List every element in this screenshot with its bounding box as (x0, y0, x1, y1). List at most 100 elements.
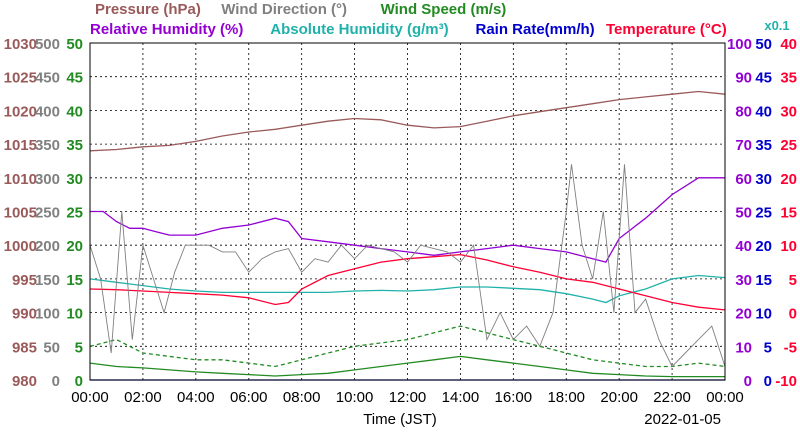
pressure-tick-label: 1015 (4, 137, 37, 154)
rain_rate-tick-label: 5 (764, 339, 772, 356)
wind_direction-tick-label: 50 (43, 339, 60, 356)
pressure-tick-label: 990 (12, 306, 37, 323)
wind_direction-tick-label: 0 (52, 373, 60, 390)
relative_humidity-tick-label: 50 (735, 205, 752, 222)
wind_direction-tick-label: 400 (35, 103, 60, 120)
x-tick-label: 12:00 (389, 389, 427, 406)
temperature-tick-label: -5 (784, 339, 797, 356)
temperature-tick-label: 20 (780, 171, 797, 188)
wind_direction-tick-label: 300 (35, 171, 60, 188)
temperature-tick-label: 0 (789, 306, 797, 323)
x-tick-label: 16:00 (495, 389, 533, 406)
relative_humidity-tick-label: 10 (735, 339, 752, 356)
right-axes: 1009080706050403020100504540353025201510… (727, 36, 797, 390)
pressure-tick-label: 1025 (4, 70, 37, 87)
wind_speed-tick-label: 30 (66, 171, 83, 188)
title-row2-item-1: Absolute Humidity (g/m³) (270, 21, 448, 38)
rain_rate-tick-label: 15 (755, 272, 772, 289)
x-tick-label: 10:00 (336, 389, 374, 406)
x-axis: 00:00 02:00 04:00 06:00 08:00 10:00 12:00 14:00… (71, 389, 744, 428)
series-3 (89, 253, 726, 311)
wind_speed-tick-label: 45 (66, 70, 83, 87)
series-4 (89, 355, 725, 378)
rain_rate-tick-label: 20 (755, 238, 772, 255)
pressure-tick-label: 1020 (4, 103, 37, 120)
pressure-tick-label: 1005 (4, 205, 37, 222)
temperature-tick-label: 25 (780, 137, 797, 154)
temperature-tick-label: 5 (789, 272, 797, 289)
pressure-tick-label: 1000 (4, 238, 37, 255)
left-axes: 1030102510201015101010051000995990985980… (4, 36, 83, 390)
x-tick-label: 20:00 (600, 389, 638, 406)
title-row1-item-2: Wind Speed (m/s) (381, 1, 507, 18)
relative_humidity-tick-label: 0 (744, 373, 752, 390)
temperature-tick-label: 30 (780, 103, 797, 120)
rain_rate-tick-label: 25 (755, 205, 772, 222)
pressure-tick-label: 995 (12, 272, 37, 289)
rain_rate-tick-label: 50 (755, 36, 772, 53)
x-tick-label: 08:00 (283, 389, 321, 406)
relative_humidity-tick-label: 20 (735, 306, 752, 323)
x-tick-label: 02:00 (124, 389, 162, 406)
x-tick-label: 06:00 (230, 389, 268, 406)
temperature-tick-label: 35 (780, 70, 797, 87)
x-tick-label: 00:00 (706, 389, 744, 406)
wind_direction-tick-label: 350 (35, 137, 60, 154)
relative_humidity-tick-label: 90 (735, 70, 752, 87)
multiplier-label: x0.1 (764, 18, 789, 33)
x-tick-label: 00:00 (71, 389, 109, 406)
wind_speed-tick-label: 50 (66, 36, 83, 53)
wind_speed-tick-label: 35 (66, 137, 83, 154)
wind_direction-tick-label: 450 (35, 70, 60, 87)
wind_speed-tick-label: 20 (66, 238, 83, 255)
rain_rate-tick-label: 10 (755, 306, 772, 323)
wind_direction-tick-label: 250 (35, 205, 60, 222)
x-tick-label: 22:00 (653, 389, 691, 406)
title-row1-item-1: Wind Direction (°) (221, 1, 347, 18)
x-tick-label: 04:00 (177, 389, 215, 406)
wind_speed-tick-label: 25 (66, 205, 83, 222)
pressure-tick-label: 980 (12, 373, 37, 390)
pressure-tick-label: 1010 (4, 171, 37, 188)
title-row2-item-3: Temperature (°C) (606, 21, 727, 38)
relative_humidity-tick-label: 70 (735, 137, 752, 154)
relative_humidity-tick-label: 80 (735, 103, 752, 120)
x-tick-label: 14:00 (442, 389, 480, 406)
chart-titles: Pressure (hPa) Wind Direction (°) Wind Spe… (90, 1, 790, 38)
relative_humidity-tick-label: 30 (735, 272, 752, 289)
wind_direction-tick-label: 100 (35, 306, 60, 323)
temperature-tick-label: -10 (775, 373, 797, 390)
pressure-tick-label: 985 (12, 339, 37, 356)
temperature-tick-label: 15 (780, 205, 797, 222)
rain_rate-tick-label: 0 (764, 373, 772, 390)
date-label: 2022-01-05 (644, 411, 721, 428)
wind_speed-tick-label: 40 (66, 103, 83, 120)
plot-frame (89, 42, 726, 381)
pressure-tick-label: 1030 (4, 36, 37, 53)
grid (90, 43, 725, 380)
relative_humidity-tick-label: 100 (727, 36, 752, 53)
wind_direction-tick-label: 150 (35, 272, 60, 289)
temperature-tick-label: 10 (780, 238, 797, 255)
relative_humidity-tick-label: 60 (735, 171, 752, 188)
wind_direction-tick-label: 500 (35, 36, 60, 53)
title-row1-item-0: Pressure (hPa) (95, 1, 201, 18)
series-5 (89, 325, 726, 368)
series-0 (89, 90, 726, 152)
title-row2-item-0: Relative Humidity (%) (90, 21, 243, 38)
relative_humidity-tick-label: 40 (735, 238, 752, 255)
rain_rate-tick-label: 45 (755, 70, 772, 87)
title-row2-item-2: Rain Rate(mm/h) (476, 21, 595, 38)
wind_speed-tick-label: 0 (75, 373, 83, 390)
series-2 (89, 274, 726, 304)
temperature-tick-label: 40 (780, 36, 797, 53)
x-tick-label: 18:00 (547, 389, 585, 406)
rain_rate-tick-label: 35 (755, 137, 772, 154)
rain_rate-tick-label: 40 (755, 103, 772, 120)
wind_speed-tick-label: 15 (66, 272, 83, 289)
rain_rate-tick-label: 30 (755, 171, 772, 188)
wind_speed-tick-label: 5 (75, 339, 83, 356)
wind_speed-tick-label: 10 (66, 306, 83, 323)
wind_direction-tick-label: 200 (35, 238, 60, 255)
